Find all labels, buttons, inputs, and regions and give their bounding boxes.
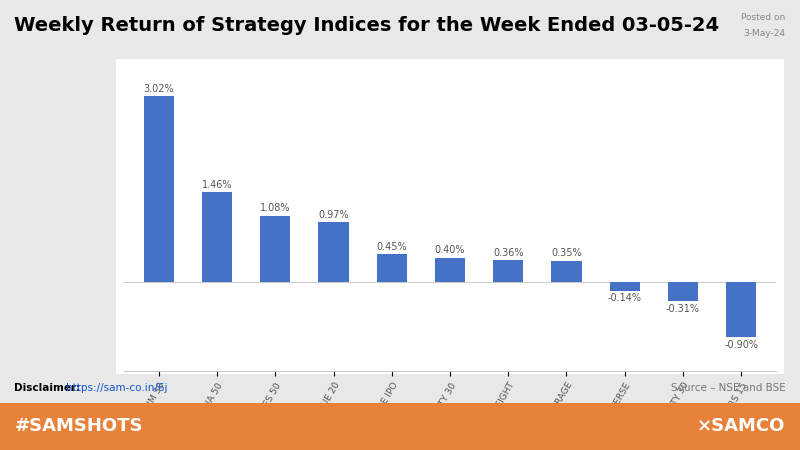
Text: 0.97%: 0.97%: [318, 210, 349, 220]
Bar: [551, 261, 582, 282]
Bar: [668, 282, 698, 301]
Text: -0.31%: -0.31%: [666, 304, 700, 314]
Text: 0.40%: 0.40%: [434, 245, 466, 255]
Text: 3.02%: 3.02%: [144, 84, 174, 94]
Text: ×SAMCO: ×SAMCO: [698, 418, 786, 436]
Bar: [610, 282, 640, 291]
Text: 1.46%: 1.46%: [202, 180, 232, 190]
Text: #SAMSHOTS: #SAMSHOTS: [14, 418, 143, 436]
Bar: [144, 96, 174, 282]
Bar: [435, 257, 465, 282]
Text: https://sam-co.in/6j: https://sam-co.in/6j: [66, 383, 167, 393]
Text: -0.14%: -0.14%: [608, 293, 642, 303]
Bar: [202, 192, 232, 282]
Text: 0.45%: 0.45%: [377, 242, 407, 252]
Bar: [493, 260, 523, 282]
Bar: [318, 222, 349, 282]
Text: Posted on: Posted on: [742, 13, 786, 22]
Bar: [260, 216, 290, 282]
Text: 3-May-24: 3-May-24: [744, 29, 786, 38]
Text: 1.08%: 1.08%: [260, 203, 290, 213]
Bar: [377, 254, 407, 282]
Text: Disclaimer:: Disclaimer:: [14, 383, 84, 393]
Text: 0.35%: 0.35%: [551, 248, 582, 258]
Text: Weekly Return of Strategy Indices for the Week Ended 03-05-24: Weekly Return of Strategy Indices for th…: [14, 16, 719, 35]
Text: 0.36%: 0.36%: [493, 248, 523, 257]
Text: -0.90%: -0.90%: [724, 340, 758, 350]
Text: Source – NSE and BSE: Source – NSE and BSE: [671, 383, 786, 393]
Bar: [726, 282, 756, 338]
